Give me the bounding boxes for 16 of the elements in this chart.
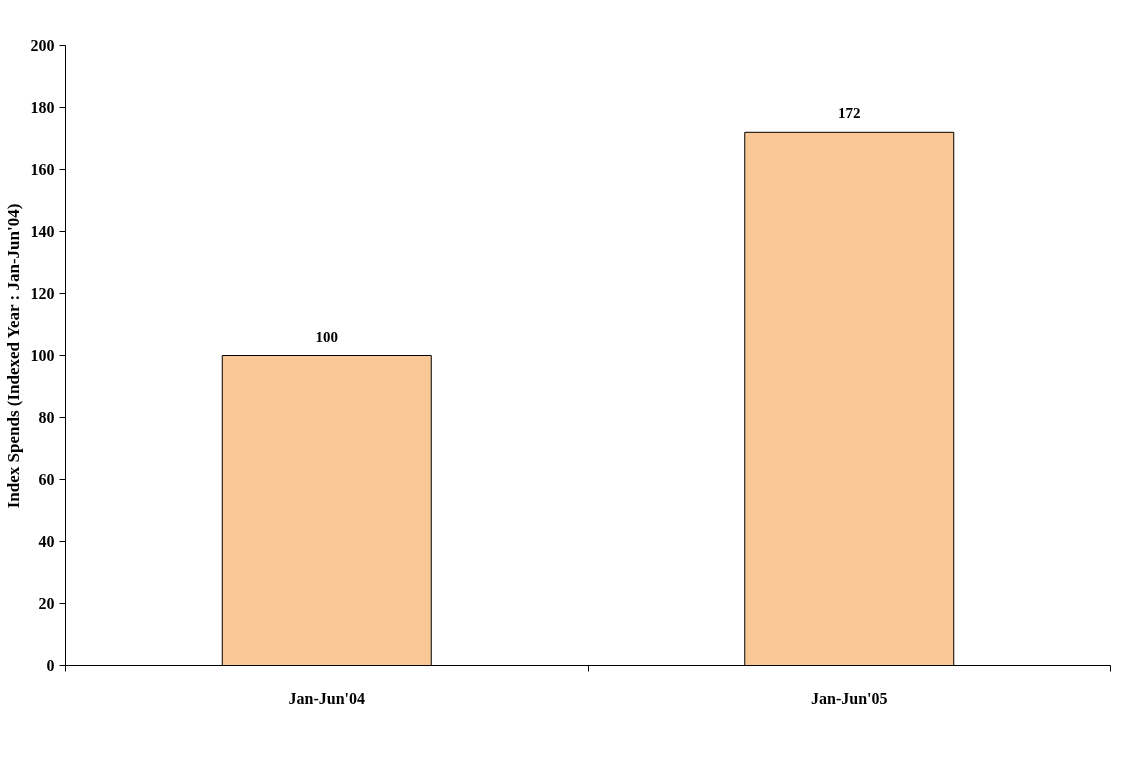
- data-label: 100: [315, 328, 338, 345]
- y-tick-label: 40: [38, 533, 55, 550]
- y-tick-label: 180: [30, 99, 55, 116]
- y-tick-label: 80: [38, 409, 55, 426]
- y-tick-label: 200: [30, 37, 55, 54]
- y-tick-label: 120: [30, 285, 55, 302]
- x-tick-label: Jan-Jun'05: [811, 689, 888, 707]
- y-tick-label: 20: [38, 595, 55, 612]
- data-label: 172: [838, 105, 861, 122]
- y-axis-title: Index Spends (Indexed Year : Jan-Jun'04): [3, 203, 23, 509]
- y-tick-label: 0: [46, 657, 55, 674]
- y-tick-label: 100: [30, 347, 55, 364]
- y-tick-label: 140: [30, 223, 55, 240]
- x-tick-label: Jan-Jun'04: [288, 689, 365, 707]
- y-tick-label: 160: [30, 161, 55, 178]
- y-tick-label: 60: [38, 471, 55, 488]
